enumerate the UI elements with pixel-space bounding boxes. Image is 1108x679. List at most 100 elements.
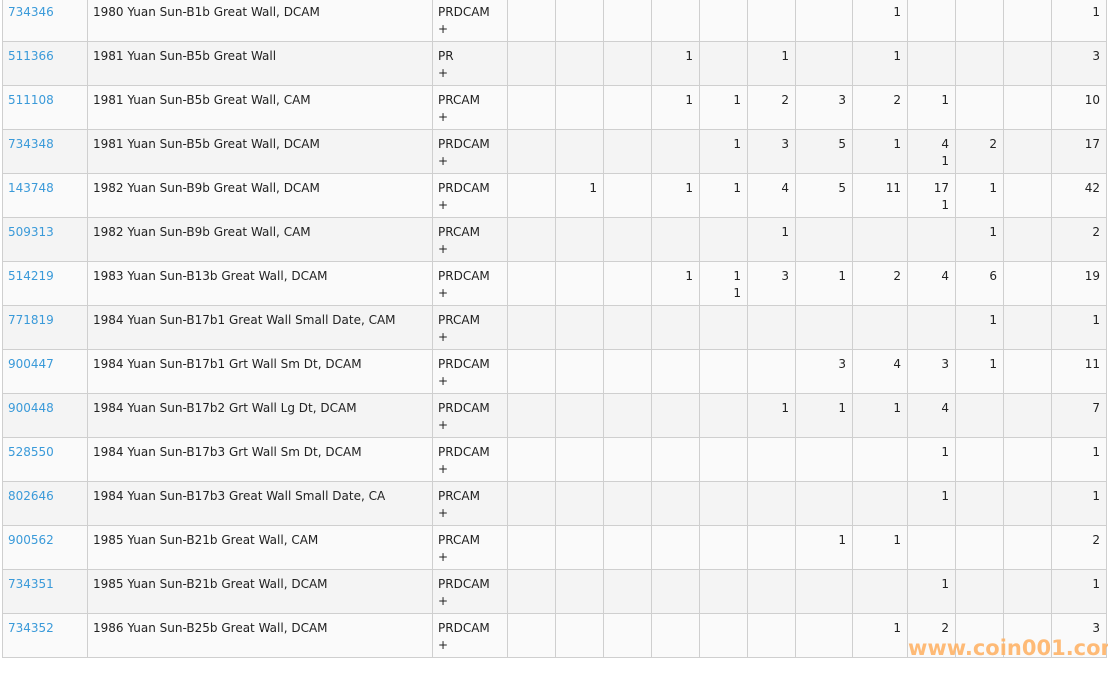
grade-count-cell: 5 [795,129,853,174]
cert-link[interactable]: 734348 [8,137,54,151]
grade-label: PR [438,49,454,63]
grade-count-cell [699,437,748,482]
cert-link[interactable]: 511108 [8,93,54,107]
cert-link[interactable]: 528550 [8,445,54,459]
cert-link[interactable]: 900448 [8,401,54,415]
grade-count-cell: 1 [699,129,748,174]
plus-link[interactable]: + [438,418,449,432]
grade-count-cell [507,0,556,42]
grade-count-cell: 3 [747,129,796,174]
grade-label: PRCAM [438,93,480,107]
grade-count-cell [603,129,652,174]
grade-cell: PRCAM + [432,217,508,262]
grade-count-cell [651,129,700,174]
plus-link[interactable]: + [438,66,449,80]
grade-count-cell [555,261,604,306]
grade-label: PRDCAM [438,577,490,591]
grade-count-cell [1003,613,1052,658]
grade-count-cell: 1 [852,393,908,438]
grade-count-cell [907,0,956,42]
plus-link[interactable]: + [438,506,449,520]
plus-link[interactable]: + [438,462,449,476]
plus-link[interactable]: + [438,638,449,652]
grade-count-cell: 1 [651,261,700,306]
grade-count-cell: 1 [795,261,853,306]
grade-count-cell [651,613,700,658]
total-cell: 1 [1051,305,1107,350]
grade-label: PRDCAM [438,181,490,195]
grade-count-cell [651,217,700,262]
cert-link[interactable]: 734351 [8,577,54,591]
plus-link[interactable]: + [438,242,449,256]
grade-count-cell: 1 [955,173,1004,218]
plus-link[interactable]: + [438,154,449,168]
grade-count-cell [507,613,556,658]
grade-count-cell [507,349,556,394]
grade-count-cell: 11 [852,173,908,218]
cert-link[interactable]: 514219 [8,269,54,283]
total-cell: 1 [1051,437,1107,482]
grade-label: PRCAM [438,313,480,327]
grade-count-cell [651,481,700,526]
grade-cell: PRDCAM + [432,349,508,394]
cert-link[interactable]: 802646 [8,489,54,503]
grade-count-cell: 4 [907,261,956,306]
description-cell: 1982 Yuan Sun-B9b Great Wall, DCAM [87,173,433,218]
grade-count-cell: 3 [795,349,853,394]
plus-link[interactable]: + [438,550,449,564]
plus-link[interactable]: + [438,330,449,344]
grade-cell: PR + [432,41,508,86]
grade-count-cell: 1 [907,85,956,130]
grade-count-cell [955,525,1004,570]
population-table: 734346 1980 Yuan Sun-B1b Great Wall, DCAM… [2,0,1107,658]
table-row: 143748 1982 Yuan Sun-B9b Great Wall, DCAM… [2,173,1107,218]
grade-count-cell [747,305,796,350]
plus-link[interactable]: + [438,594,449,608]
cert-link[interactable]: 771819 [8,313,54,327]
grade-count-cell [699,305,748,350]
grade-count-cell [507,569,556,614]
cert-link[interactable]: 509313 [8,225,54,239]
cert-link[interactable]: 734352 [8,621,54,635]
grade-count-cell [651,393,700,438]
plus-link[interactable]: + [438,286,449,300]
cert-link[interactable]: 900447 [8,357,54,371]
table-row: 509313 1982 Yuan Sun-B9b Great Wall, CAM P… [2,217,1107,262]
grade-count-cell: 1 [651,173,700,218]
cert-link[interactable]: 511366 [8,49,54,63]
cert-link[interactable]: 734346 [8,5,54,19]
cert-link[interactable]: 900562 [8,533,54,547]
plus-link[interactable]: + [438,374,449,388]
grade-count-cell [555,525,604,570]
grade-count-cell: 1 [852,0,908,42]
grade-count-cell [555,85,604,130]
grade-count-cell [603,481,652,526]
cert-cell: 771819 [2,305,88,350]
plus-link[interactable]: + [438,110,449,124]
grade-count-cell [699,349,748,394]
description-cell: 1984 Yuan Sun-B17b1 Grt Wall Sm Dt, DCAM [87,349,433,394]
cert-link[interactable]: 143748 [8,181,54,195]
cert-cell: 900562 [2,525,88,570]
plus-link[interactable]: + [438,198,449,212]
plus-link[interactable]: + [438,22,449,36]
grade-count-cell [603,261,652,306]
grade-count-cell: 1 [955,217,1004,262]
cert-cell: 734351 [2,569,88,614]
grade-count-cell [795,305,853,350]
grade-count-cell [651,305,700,350]
grade-label: PRDCAM [438,401,490,415]
grade-count-cell [555,217,604,262]
grade-count-cell [603,305,652,350]
cert-cell: 511366 [2,41,88,86]
description-cell: 1981 Yuan Sun-B5b Great Wall [87,41,433,86]
grade-count-cell [555,349,604,394]
table-row: 734351 1985 Yuan Sun-B21b Great Wall, DCA… [2,569,1107,614]
grade-label: PRDCAM [438,5,490,19]
cert-cell: 734348 [2,129,88,174]
grade-count-cell [555,569,604,614]
grade-count-cell [907,305,956,350]
count-value: 1 [733,286,741,300]
grade-count-cell: 1 [955,349,1004,394]
grade-count-cell [955,481,1004,526]
